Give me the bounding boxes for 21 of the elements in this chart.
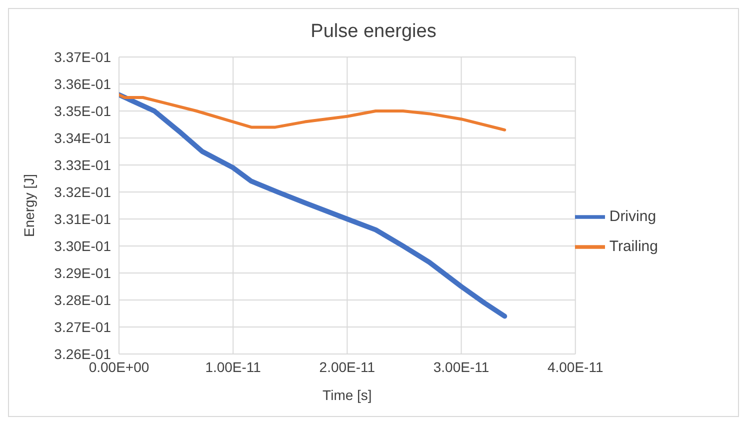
y-axis-title: Energy [J] [20, 174, 37, 238]
y-tick-label: 3.27E-01 [54, 318, 112, 335]
y-tick-label: 3.31E-01 [54, 210, 112, 227]
y-tick-label: 3.37E-01 [54, 48, 112, 65]
y-tick-label: 3.29E-01 [54, 264, 112, 281]
x-axis-title: Time [s] [322, 387, 372, 403]
y-tick-label: 3.28E-01 [54, 292, 112, 308]
y-tick-label: 3.33E-01 [54, 156, 112, 173]
y-tick-label: 3.36E-01 [54, 76, 112, 92]
x-tick-label: 1.00E-11 [205, 358, 262, 375]
line-series [119, 93, 506, 132]
x-tick-label: 4.00E-11 [547, 358, 604, 375]
legend-label: Trailing [609, 237, 658, 254]
y-tick-label: 3.30E-01 [54, 238, 112, 254]
y-tick-label: 3.32E-01 [54, 184, 112, 200]
x-tick-label: 3.00E-11 [433, 358, 490, 375]
x-tick-label: 2.00E-11 [319, 358, 376, 375]
y-tick-label: 3.34E-01 [54, 130, 112, 146]
legend-label: Driving [609, 207, 656, 224]
chart-title: Pulse energies [310, 21, 438, 44]
y-tick-label: 3.35E-01 [54, 102, 112, 119]
